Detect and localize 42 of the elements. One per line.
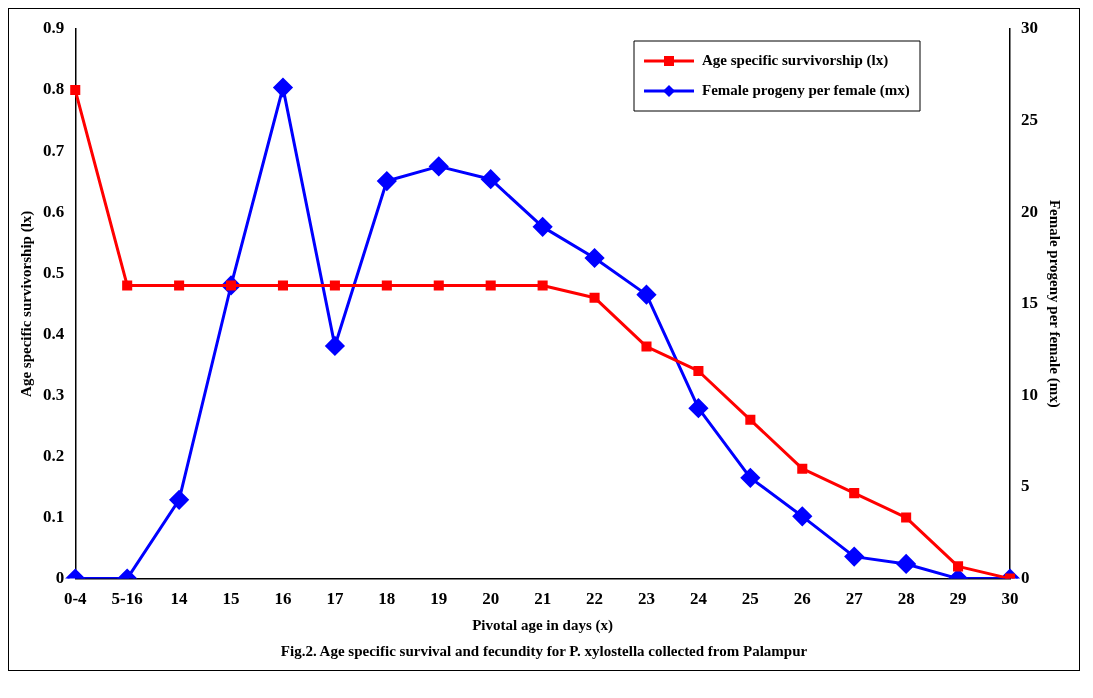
legend-label: Female progeny per female (mx) — [702, 81, 910, 99]
x-tick-label: 18 — [378, 589, 396, 609]
y-tick-label: 0.7 — [43, 140, 65, 160]
x-tick-label: 27 — [845, 589, 864, 609]
x-tick-label: 0-4 — [63, 589, 88, 609]
y-tick-label: 0.4 — [43, 323, 65, 343]
y-tick-label: 0 — [55, 567, 65, 587]
y-tick-label: 0.2 — [43, 445, 65, 465]
y2-tick-label: 30 — [1021, 18, 1038, 38]
x-tick-label: 29 — [949, 589, 967, 609]
x-tick-label: 17 — [326, 589, 344, 609]
x-tick-label: 25 — [741, 589, 759, 609]
y-tick-label: 0.5 — [43, 262, 65, 282]
y-tick-label: 0.9 — [43, 18, 65, 38]
x-tick-label: 26 — [793, 589, 811, 609]
x-tick-label: 14 — [170, 589, 189, 609]
y-axis-title: Age specific survivorship (lx) — [17, 210, 35, 397]
y2-tick-label: 25 — [1021, 109, 1038, 129]
x-tick-label: 19 — [430, 589, 448, 609]
y-tick-label: 0.3 — [43, 384, 65, 404]
x-tick-label: 24 — [689, 589, 708, 609]
x-tick-label: 22 — [586, 589, 604, 609]
y-tick-label: 0.8 — [43, 79, 65, 99]
y2-tick-label: 20 — [1021, 201, 1038, 221]
x-tick-label: 30 — [1001, 589, 1019, 609]
y2-tick-label: 15 — [1021, 293, 1038, 313]
x-tick-label: 23 — [637, 589, 655, 609]
y2-tick-label: 10 — [1021, 384, 1038, 404]
y2-tick-label: 0 — [1021, 567, 1030, 587]
y-tick-label: 0.6 — [43, 201, 65, 221]
x-tick-label: 16 — [274, 589, 292, 609]
x-tick-label: 20 — [482, 589, 500, 609]
x-tick-label: 21 — [534, 589, 552, 609]
x-axis-title: Pivotal age in days (x) — [472, 616, 614, 634]
legend-label: Age specific survivorship (lx) — [702, 51, 889, 69]
caption: Fig.2. Age specific survival and fecundity for P. xylostella collected from Palampur — [279, 642, 809, 661]
x-tick-label: 5-16 — [111, 589, 143, 609]
y2-tick-label: 5 — [1021, 476, 1030, 496]
y2-axis-title: Female progeny per female (mx) — [1046, 199, 1064, 408]
x-tick-label: 15 — [222, 589, 240, 609]
x-tick-label: 28 — [897, 589, 915, 609]
y-tick-label: 0.1 — [43, 506, 65, 526]
